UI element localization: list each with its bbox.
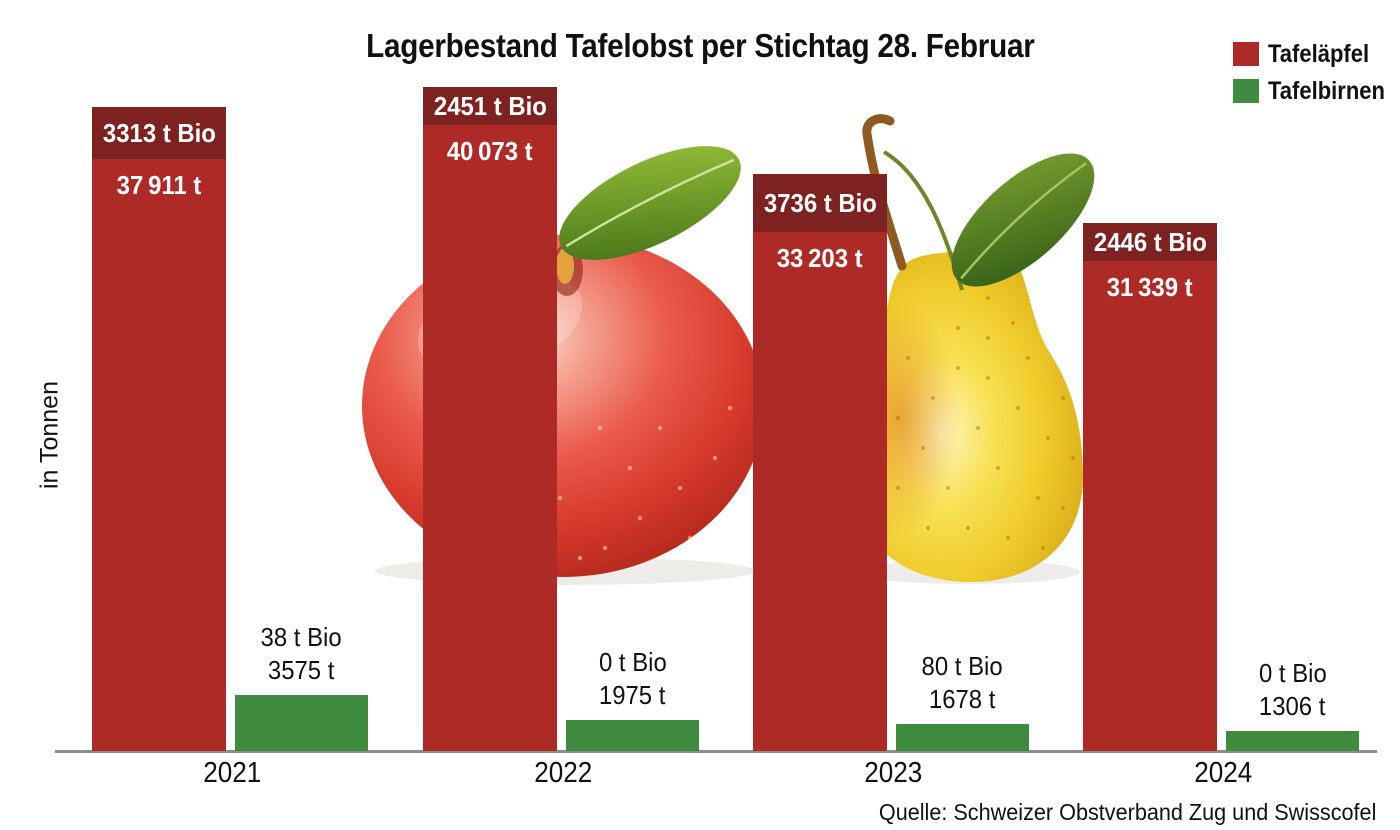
apples-value-label: 33 203 t xyxy=(777,243,863,273)
apples-bio-value-label: 2451 t Bio xyxy=(433,91,547,121)
apple-stem xyxy=(556,248,574,284)
apples-value-label: 37 911 t xyxy=(116,170,202,200)
y-axis-label: in Tonnen xyxy=(35,381,64,489)
bar-pears-2021 xyxy=(235,695,368,751)
pears-bio-value-label: 80 t Bio xyxy=(921,651,1004,681)
apple-photo xyxy=(362,146,764,585)
pears-value-labels-2024: 0 t Bio 1306 t xyxy=(1226,657,1359,723)
apples-bio-value-label: 3736 t Bio xyxy=(763,188,877,218)
apples-color-swatch xyxy=(1233,42,1259,66)
x-axis-tick-2023: 2023 xyxy=(863,757,923,789)
x-axis-tick-2024: 2024 xyxy=(1193,757,1253,789)
x-axis-tick-2022: 2022 xyxy=(533,757,593,789)
pears-value-label: 1975 t xyxy=(599,680,666,710)
apples-value-label: 31 339 t xyxy=(1107,272,1193,302)
source-credit: Quelle: Schweizer Obstverband Zug und Sw… xyxy=(878,799,1377,825)
pears-value-label: 3575 t xyxy=(268,655,335,685)
x-axis-line xyxy=(55,750,1377,753)
pears-value-label: 1306 t xyxy=(1259,691,1326,721)
bar-pears-2023 xyxy=(896,724,1029,751)
legend-item-pears: Tafelbirnen xyxy=(1233,76,1400,105)
bar-apples-bio-segment-2021: 3313 t Bio xyxy=(92,107,226,159)
chart-title: Lagerbestand Tafelobst per Stichtag 28. … xyxy=(365,27,1035,64)
pears-value-labels-2021: 38 t Bio 3575 t xyxy=(235,621,368,687)
bar-apples-2024: 2446 t Bio 31 339 t xyxy=(1083,223,1217,751)
bar-pears-2024 xyxy=(1226,731,1359,751)
legend-label: Tafelbirnen xyxy=(1268,76,1385,105)
bar-apples-bio-segment-2024: 2446 t Bio xyxy=(1083,223,1217,261)
bar-pears-2022 xyxy=(566,720,699,751)
pear-leaf xyxy=(951,153,1095,287)
legend-item-apples: Tafeläpfel xyxy=(1233,39,1400,68)
bar-apples-bio-segment-2023: 3736 t Bio xyxy=(753,174,887,232)
x-axis-tick-2021: 2021 xyxy=(202,757,262,789)
pears-bio-value-label: 38 t Bio xyxy=(260,622,343,652)
legend: Tafeläpfel Tafelbirnen xyxy=(1233,39,1400,115)
apple-leaf xyxy=(559,146,741,260)
pear-stem xyxy=(862,114,907,271)
pears-value-labels-2023: 80 t Bio 1678 t xyxy=(896,650,1029,716)
pears-bio-value-label: 0 t Bio xyxy=(598,647,667,677)
apples-bio-value-label: 2446 t Bio xyxy=(1093,227,1207,257)
bar-apples-2023: 3736 t Bio 33 203 t xyxy=(753,174,887,751)
bar-apples-2021: 3313 t Bio 37 911 t xyxy=(92,107,226,751)
bar-apples-2022: 2451 t Bio 40 073 t xyxy=(423,87,557,751)
bar-apples-bio-segment-2022: 2451 t Bio xyxy=(423,87,557,125)
apples-bio-value-label: 3313 t Bio xyxy=(102,118,216,148)
pears-value-labels-2022: 0 t Bio 1975 t xyxy=(566,646,699,712)
legend-label: Tafeläpfel xyxy=(1268,39,1370,68)
apples-value-label: 40 073 t xyxy=(447,136,533,166)
pears-color-swatch xyxy=(1233,79,1259,103)
pears-bio-value-label: 0 t Bio xyxy=(1258,658,1327,688)
pears-value-label: 1678 t xyxy=(929,684,996,714)
